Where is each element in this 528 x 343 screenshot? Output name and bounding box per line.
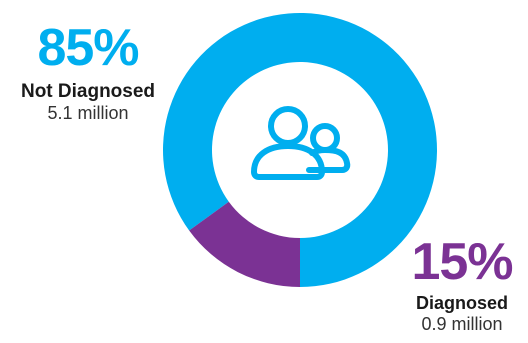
- not-diagnosed-percent: 85%: [37, 19, 139, 77]
- not-diagnosed-name: Not Diagnosed: [20, 81, 156, 102]
- people-icon: [251, 106, 351, 180]
- diagnosed-percent: 15%: [411, 233, 513, 291]
- not-diagnosed-label: 85% Not Diagnosed 5.1 million: [0, 22, 176, 122]
- diagnosed-name: Diagnosed: [415, 293, 508, 313]
- slice-diagnosed: [189, 201, 300, 287]
- diagnosed-count: 0.9 million: [421, 314, 503, 334]
- slice-not-diagnosed: [163, 13, 438, 288]
- not-diagnosed-count: 5.1 million: [47, 103, 129, 123]
- diagnosed-label: 15% Diagnosed 0.9 million: [396, 236, 528, 333]
